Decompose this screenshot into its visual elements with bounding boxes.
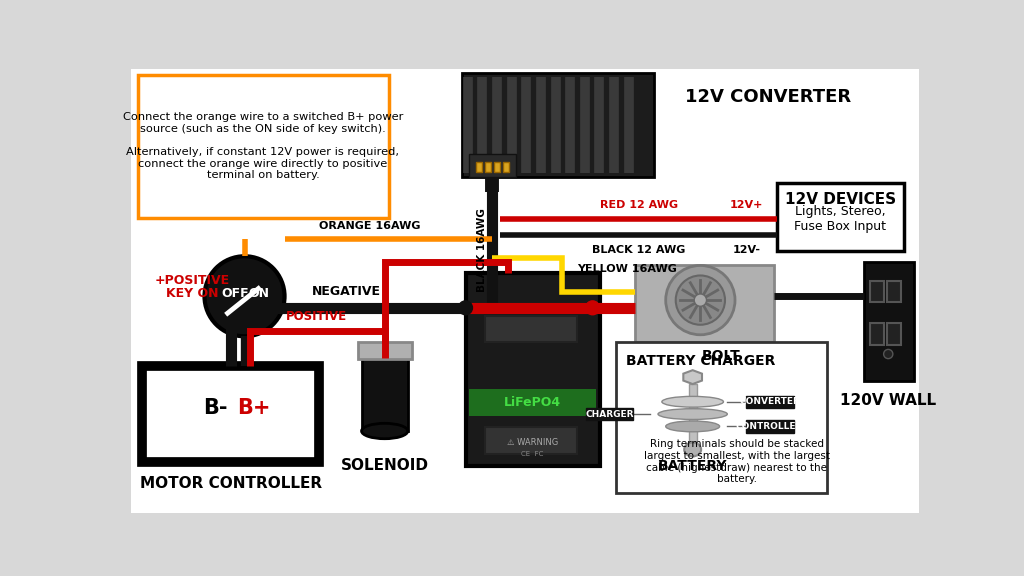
Text: B-: B- xyxy=(203,398,227,418)
Bar xyxy=(869,281,884,302)
Text: ON: ON xyxy=(248,287,269,300)
Circle shape xyxy=(205,256,285,336)
Text: 12V DEVICES: 12V DEVICES xyxy=(785,192,896,207)
Text: OFF: OFF xyxy=(221,287,249,300)
Text: Lights, Stereo,
Fuse Box Input: Lights, Stereo, Fuse Box Input xyxy=(795,205,887,233)
Bar xyxy=(777,183,904,251)
Bar xyxy=(361,358,408,431)
Text: POSITIVE: POSITIVE xyxy=(287,310,347,323)
Bar xyxy=(689,384,696,449)
Circle shape xyxy=(676,275,725,325)
Bar xyxy=(357,343,412,359)
Bar xyxy=(869,323,884,345)
Text: 120V WALL: 120V WALL xyxy=(840,392,936,408)
Text: Connect the orange wire to a switched B+ power
source (such as the ON side of ke: Connect the orange wire to a switched B+… xyxy=(123,112,403,180)
Bar xyxy=(586,408,634,420)
Text: KEY ON: KEY ON xyxy=(166,287,218,301)
Text: LiFePO4: LiFePO4 xyxy=(504,396,561,409)
Bar xyxy=(745,420,794,433)
Text: CONVERTER: CONVERTER xyxy=(739,397,800,406)
Ellipse shape xyxy=(684,442,701,456)
Text: BATTERY: BATTERY xyxy=(657,458,727,473)
Bar xyxy=(466,273,600,465)
Text: CE  FC: CE FC xyxy=(521,451,544,457)
Text: SOLENOID: SOLENOID xyxy=(341,458,429,473)
Ellipse shape xyxy=(361,423,408,439)
Polygon shape xyxy=(683,370,702,384)
Text: Ring terminals should be stacked
largest to smallest, with the largest
cable (hi: Ring terminals should be stacked largest… xyxy=(643,439,829,484)
Text: MOTOR CONTROLLER: MOTOR CONTROLLER xyxy=(139,476,322,491)
Bar xyxy=(475,161,481,172)
Text: 12V+: 12V+ xyxy=(730,200,763,210)
Text: BLACK 12 AWG: BLACK 12 AWG xyxy=(592,245,685,255)
Text: BATTERY CHARGER: BATTERY CHARGER xyxy=(626,354,775,368)
Text: 12V CONVERTER: 12V CONVERTER xyxy=(685,88,851,107)
Ellipse shape xyxy=(662,396,724,407)
Text: YELLOW 16AWG: YELLOW 16AWG xyxy=(578,264,677,274)
Bar xyxy=(494,161,500,172)
Bar xyxy=(462,73,654,177)
Text: B+: B+ xyxy=(237,398,270,418)
Ellipse shape xyxy=(666,421,720,432)
Bar xyxy=(484,161,490,172)
Bar xyxy=(484,427,578,454)
Bar xyxy=(635,266,773,343)
Bar xyxy=(469,154,515,177)
Text: 12V-: 12V- xyxy=(732,245,761,255)
Text: BLACK 16AWG: BLACK 16AWG xyxy=(477,208,486,292)
Bar xyxy=(887,281,900,302)
Text: BOLT: BOLT xyxy=(701,349,740,363)
Bar xyxy=(863,262,913,381)
Bar xyxy=(484,316,578,343)
Circle shape xyxy=(586,301,599,314)
Text: RED 12 AWG: RED 12 AWG xyxy=(600,200,678,210)
Text: CONTROLLER: CONTROLLER xyxy=(736,422,804,431)
Bar xyxy=(138,75,388,218)
Text: +POSITIVE: +POSITIVE xyxy=(155,274,229,287)
Bar xyxy=(615,343,827,492)
Bar xyxy=(745,396,794,408)
Text: ⚠ WARNING: ⚠ WARNING xyxy=(507,438,558,447)
Bar xyxy=(503,161,509,172)
Text: NEGATIVE: NEGATIVE xyxy=(311,285,381,298)
Bar xyxy=(469,389,596,416)
Circle shape xyxy=(666,266,735,335)
Circle shape xyxy=(459,301,472,314)
Text: ORANGE 16AWG: ORANGE 16AWG xyxy=(318,221,420,231)
Circle shape xyxy=(884,350,893,359)
Text: CHARGER: CHARGER xyxy=(586,410,634,419)
Bar xyxy=(887,323,900,345)
Ellipse shape xyxy=(658,409,727,419)
Bar xyxy=(142,366,319,462)
Circle shape xyxy=(694,294,707,306)
